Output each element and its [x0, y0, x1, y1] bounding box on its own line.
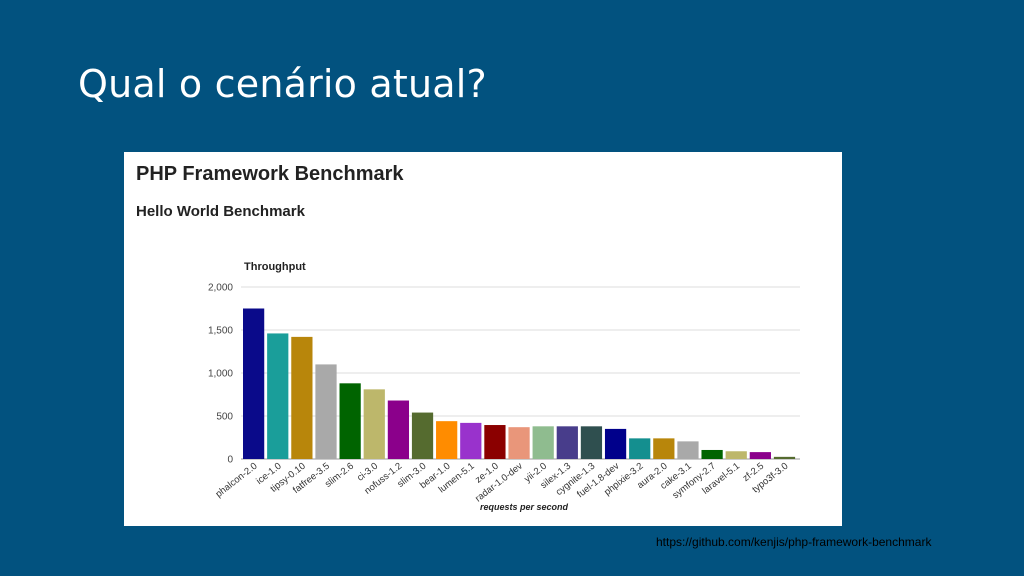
bar-cake-3.1	[677, 441, 699, 459]
bar-slim-3.0	[411, 412, 434, 459]
y-axis-ticks: 0 500 1,000 1,500 2,000	[208, 283, 233, 466]
source-link[interactable]: https://github.com/kenjis/php-framework-…	[656, 535, 932, 549]
bar-aura-2.0	[653, 438, 675, 459]
chart-panel: PHP Framework Benchmark Hello World Benc…	[124, 152, 842, 526]
x-axis-ticks: phalcon-2.0ice-1.0tipsy-0.10fatfree-3.5s…	[214, 461, 791, 505]
bar-fuel-1.8-dev	[604, 428, 627, 459]
y-tick-label: 2,000	[208, 283, 233, 294]
bar-ci-3.0	[363, 389, 385, 459]
chart-subtitle: Hello World Benchmark	[136, 203, 306, 220]
bar-ze-1.0	[484, 425, 506, 459]
bar-cygnite-1.3	[580, 426, 603, 459]
bar-zf-2.5	[749, 452, 771, 459]
bar-lumen-5.1	[460, 422, 482, 459]
slide-title: Qual o cenário atual?	[78, 62, 487, 106]
chart-title: PHP Framework Benchmark	[136, 163, 404, 185]
bars	[243, 308, 796, 459]
y-tick-label: 1,000	[208, 369, 233, 380]
bar-radar-1.0-dev	[508, 427, 530, 459]
x-axis-label: requests per second	[480, 502, 569, 512]
bar-typo3f-3.0	[773, 456, 796, 459]
plot-title: Throughput	[244, 261, 306, 273]
bar-phalcon-2.0	[243, 308, 265, 459]
bar-silex-1.3	[556, 426, 578, 459]
bar-nofuss-1.2	[387, 400, 410, 459]
bar-laravel-5.1	[725, 451, 747, 459]
bar-symfony-2.7	[701, 449, 723, 459]
y-tick-label: 1,500	[208, 326, 233, 337]
bar-slim-2.6	[339, 383, 361, 459]
bar-bear-1.0	[436, 421, 458, 459]
x-tick-label: phalcon-2.0	[214, 461, 260, 500]
bar-phpixie-3.2	[629, 438, 651, 459]
benchmark-chart: PHP Framework Benchmark Hello World Benc…	[136, 163, 800, 512]
bar-ice-1.0	[267, 333, 289, 459]
y-tick-label: 0	[227, 455, 233, 466]
bar-yii-2.0	[532, 426, 554, 459]
bar-tipsy-0.10	[291, 336, 313, 459]
bar-fatfree-3.5	[315, 364, 337, 459]
y-tick-label: 500	[216, 412, 233, 423]
